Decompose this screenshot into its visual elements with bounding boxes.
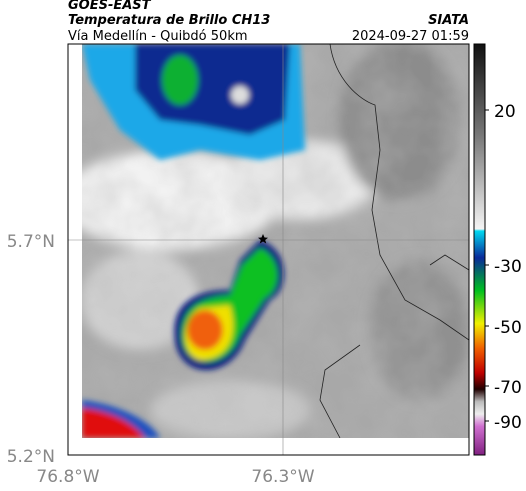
colorbar [473,43,486,456]
colorbar-ticks [485,109,489,422]
lon-tick-label: 76.3°W [251,467,314,487]
lat-tick-label: 5.7°N [7,232,55,252]
map-margin [82,438,469,455]
satellite-image [82,44,469,438]
source: SIATA [428,13,469,28]
map-frame [67,43,470,456]
lon-tick-label: 76.8°W [36,467,99,487]
colorbar-label: 20 [494,102,516,122]
subtitle: Temperatura de Brillo CH13 [68,13,270,28]
lat-tick-label: 5.2°N [7,447,55,467]
colorbar-label: -90 [494,413,522,433]
datetime: 2024-09-27 01:59 [352,29,469,44]
location-marker [258,234,268,244]
title: GOES-EAST [68,0,152,13]
colorbar-label: -50 [494,318,522,338]
location: Vía Medellín - Quibdó 50km [68,29,248,44]
colorbar-label: -30 [494,257,522,277]
colorbar-label: -70 [494,378,522,398]
